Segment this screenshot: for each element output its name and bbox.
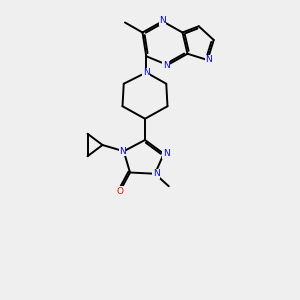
Text: N: N [143, 68, 150, 77]
Text: O: O [116, 187, 124, 196]
Text: N: N [206, 56, 212, 64]
Text: N: N [159, 16, 166, 25]
Text: N: N [163, 149, 169, 158]
Text: N: N [163, 61, 169, 70]
Text: N: N [153, 169, 160, 178]
Text: N: N [119, 147, 126, 156]
